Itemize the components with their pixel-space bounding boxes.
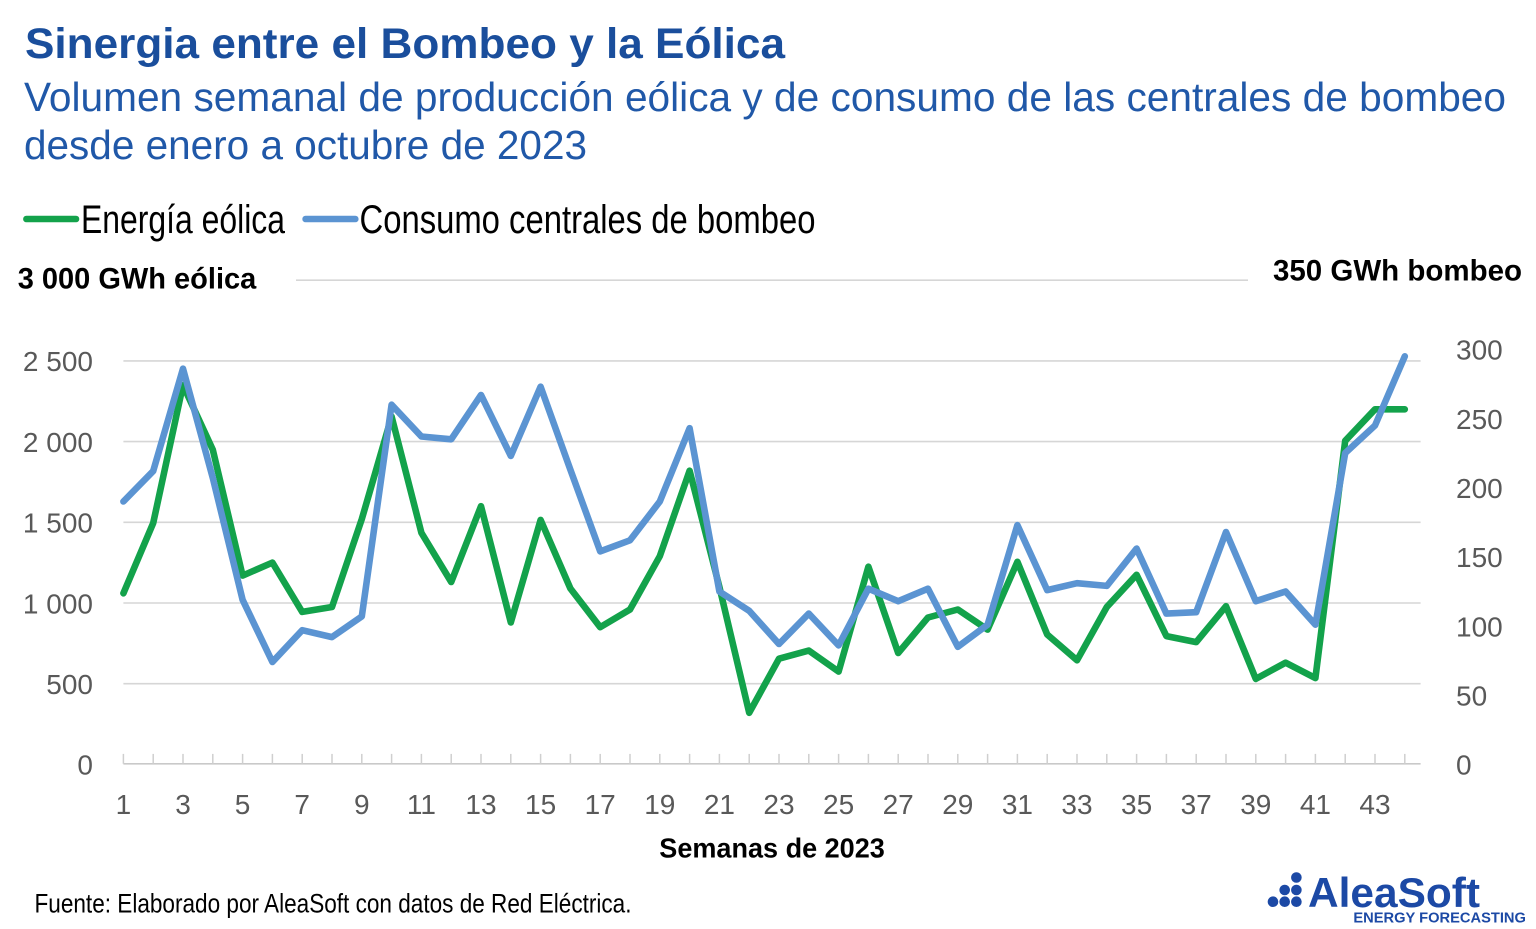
svg-text:25: 25 bbox=[823, 789, 854, 820]
svg-text:1 500: 1 500 bbox=[23, 508, 93, 539]
svg-text:1 000: 1 000 bbox=[23, 588, 93, 619]
svg-text:2 500: 2 500 bbox=[23, 346, 93, 377]
svg-text:19: 19 bbox=[644, 789, 675, 820]
svg-text:Consumo centrales de bombeo: Consumo centrales de bombeo bbox=[360, 198, 816, 242]
svg-text:33: 33 bbox=[1061, 789, 1092, 820]
svg-text:35: 35 bbox=[1121, 789, 1152, 820]
svg-text:Fuente: Elaborado por AleaSoft: Fuente: Elaborado por AleaSoft con datos… bbox=[35, 889, 632, 919]
svg-text:31: 31 bbox=[1002, 789, 1033, 820]
svg-text:0: 0 bbox=[77, 750, 93, 781]
svg-text:2 000: 2 000 bbox=[23, 427, 93, 458]
svg-text:15: 15 bbox=[525, 789, 556, 820]
svg-text:3: 3 bbox=[175, 789, 191, 820]
svg-text:13: 13 bbox=[465, 789, 496, 820]
svg-text:AleaSoft: AleaSoft bbox=[1308, 869, 1480, 916]
svg-text:11: 11 bbox=[407, 789, 436, 820]
svg-text:200: 200 bbox=[1456, 473, 1503, 504]
svg-text:9: 9 bbox=[354, 789, 370, 820]
svg-text:43: 43 bbox=[1359, 789, 1390, 820]
svg-text:100: 100 bbox=[1456, 611, 1503, 642]
svg-text:Sinergia entre el Bombeo y la: Sinergia entre el Bombeo y la Eólica bbox=[25, 21, 785, 68]
svg-text:150: 150 bbox=[1456, 542, 1503, 573]
svg-text:27: 27 bbox=[883, 789, 914, 820]
svg-text:37: 37 bbox=[1181, 789, 1212, 820]
svg-text:50: 50 bbox=[1456, 681, 1487, 712]
svg-text:21: 21 bbox=[704, 789, 735, 820]
svg-text:39: 39 bbox=[1240, 789, 1271, 820]
svg-text:3 000 GWh eólica: 3 000 GWh eólica bbox=[18, 262, 257, 295]
svg-text:0: 0 bbox=[1456, 750, 1472, 781]
svg-text:ENERGY FORECASTING: ENERGY FORECASTING bbox=[1353, 911, 1526, 927]
svg-text:500: 500 bbox=[46, 669, 93, 700]
svg-text:desde enero a octubre de 2023: desde enero a octubre de 2023 bbox=[24, 122, 587, 168]
svg-text:5: 5 bbox=[235, 789, 251, 820]
svg-text:Energía eólica: Energía eólica bbox=[81, 198, 286, 242]
svg-text:250: 250 bbox=[1456, 404, 1503, 435]
svg-text:Volumen semanal de producción: Volumen semanal de producción eólica y d… bbox=[24, 74, 1506, 120]
svg-text:7: 7 bbox=[294, 789, 310, 820]
svg-text:23: 23 bbox=[763, 789, 794, 820]
svg-text:300: 300 bbox=[1456, 335, 1503, 366]
svg-text:41: 41 bbox=[1300, 789, 1331, 820]
svg-text:17: 17 bbox=[585, 789, 616, 820]
svg-text:Semanas de 2023: Semanas de 2023 bbox=[659, 833, 885, 864]
svg-text:1: 1 bbox=[116, 789, 132, 820]
svg-text:29: 29 bbox=[942, 789, 973, 820]
svg-text:350 GWh bombeo: 350 GWh bombeo bbox=[1273, 255, 1522, 288]
